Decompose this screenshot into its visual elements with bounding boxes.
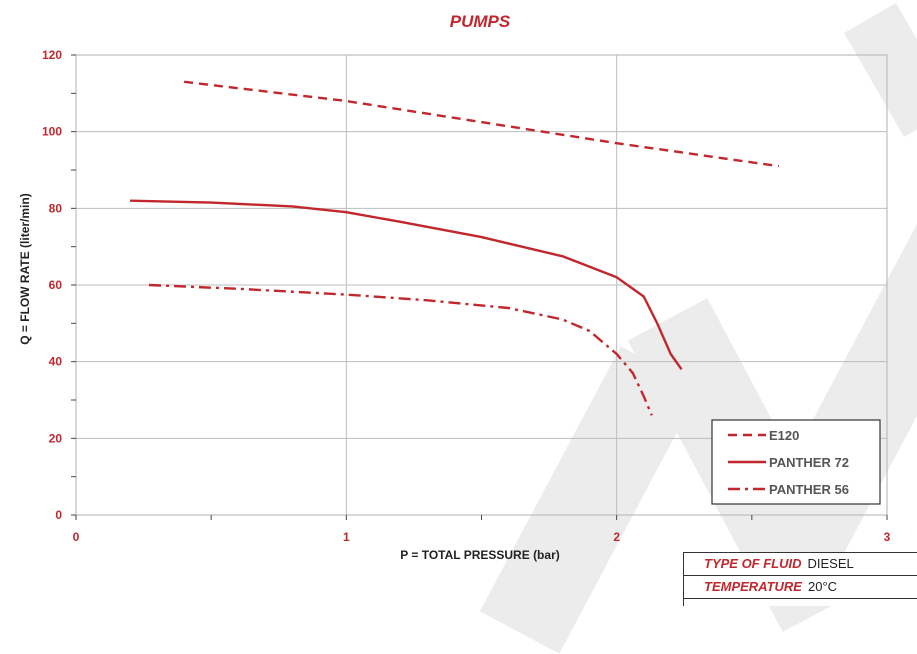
legend-entry: PANTHER 56 — [769, 482, 849, 497]
y-axis-label: Q = FLOW RATE (liter/min) — [18, 193, 32, 345]
legend-entry: E120 — [769, 428, 799, 443]
info-row-temperature: TEMPERATURE 20°C — [684, 576, 917, 599]
y-tick-label: 80 — [49, 201, 63, 215]
legend-entry: PANTHER 72 — [769, 455, 849, 470]
line-chart: 0 1 2 3 0 20 40 60 80 100 120 E120 PANTHER 72 PANTHE… — [42, 48, 891, 544]
y-tick-label: 0 — [55, 508, 62, 522]
x-tick-label: 1 — [343, 530, 350, 544]
y-tick-label: 60 — [49, 278, 63, 292]
info-key: TYPE OF FLUID — [704, 556, 802, 571]
y-tick-label: 100 — [42, 125, 62, 139]
y-tick-label: 40 — [49, 355, 63, 369]
x-tick-label: 3 — [884, 530, 891, 544]
info-key: TEMPERATURE — [704, 579, 802, 594]
series-line-panther-56 — [148, 283, 653, 416]
fluid-info-box: TYPE OF FLUID DIESEL TEMPERATURE 20°C — [683, 552, 917, 606]
info-value: 20°C — [807, 579, 838, 594]
info-value: DIESEL — [807, 556, 854, 571]
chart-title: PUMPS — [449, 12, 511, 31]
series-line-panther-72 — [130, 199, 683, 370]
y-tick-label: 120 — [42, 48, 62, 62]
x-tick-label: 2 — [613, 530, 620, 544]
info-row-fluid: TYPE OF FLUID DIESEL — [684, 553, 917, 576]
x-tick-label: 0 — [73, 530, 80, 544]
series-line-e120 — [183, 80, 780, 168]
x-axis-label: P = TOTAL PRESSURE (bar) — [400, 548, 560, 562]
y-tick-label: 20 — [49, 431, 63, 445]
